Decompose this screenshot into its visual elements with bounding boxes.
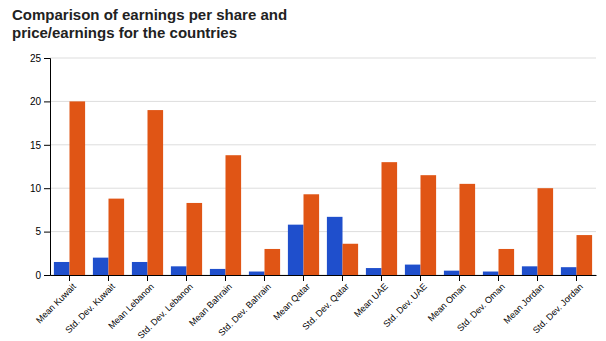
tick-mark — [342, 275, 343, 281]
tick: Mean Oman — [426, 275, 468, 324]
tick: 25 — [30, 53, 50, 64]
chart: Comparison of earnings per share andpric… — [0, 0, 606, 341]
tick-mark — [69, 275, 70, 281]
tick-mark — [44, 145, 50, 146]
bar — [109, 199, 125, 275]
tick-mark — [44, 188, 50, 189]
axis-domain — [51, 275, 597, 276]
tick-label: 25 — [30, 53, 42, 64]
bar — [210, 269, 226, 275]
tick: Mean Jordan — [502, 275, 546, 326]
tick-mark — [264, 275, 265, 281]
tick-label: 15 — [30, 140, 42, 151]
title: Comparison of earnings per share andpric… — [12, 6, 287, 41]
tick: 5 — [35, 226, 50, 237]
grid-line — [50, 58, 596, 59]
tick-mark — [44, 275, 50, 276]
tick: Std. Dev. Bahrain — [216, 275, 272, 338]
tick-mark — [186, 275, 187, 281]
tick: 15 — [30, 140, 50, 151]
tick-mark — [44, 232, 50, 233]
plot: 0 5 10 15 20 25 Mean KuwaitStd. Dev. KuwaitMea… — [30, 53, 597, 341]
tick: Mean Kuwait — [34, 275, 78, 325]
tick: 20 — [30, 96, 50, 107]
bar — [460, 184, 476, 275]
tick-mark — [576, 275, 577, 281]
bar — [70, 101, 86, 275]
grid-line — [50, 101, 596, 102]
tick-mark — [537, 275, 538, 281]
tick-mark — [420, 275, 421, 281]
tick-label: 0 — [35, 270, 41, 281]
tick: 10 — [30, 183, 50, 194]
grid-line — [50, 144, 596, 145]
bar — [132, 262, 148, 275]
bar — [538, 188, 554, 275]
bar — [499, 249, 515, 275]
bar — [405, 265, 421, 275]
tick-label: Std. Dev. Bahrain — [216, 281, 272, 337]
tick-label: Std. Dev. Qatar — [300, 281, 350, 331]
tick-mark — [303, 275, 304, 281]
tick-label: Std. Dev. Lebanon — [136, 281, 195, 340]
tick-mark — [381, 275, 382, 281]
tick-label: Mean Qatar — [271, 281, 312, 322]
bar — [561, 267, 577, 275]
bar — [93, 258, 109, 275]
bar — [249, 272, 265, 275]
bar-series — [70, 101, 593, 275]
bar — [382, 162, 398, 275]
bar — [577, 235, 593, 275]
bar — [483, 272, 499, 275]
bar — [54, 262, 70, 275]
bar — [226, 155, 242, 275]
grid-line — [50, 188, 596, 189]
bar — [288, 225, 304, 275]
bar — [421, 175, 437, 275]
bar — [187, 203, 203, 275]
tick: Std. Dev. Oman — [455, 275, 507, 333]
tick-label: Mean Oman — [426, 281, 468, 323]
x-axis: Mean KuwaitStd. Dev. KuwaitMean LebanonS… — [34, 275, 596, 341]
tick-mark — [108, 275, 109, 281]
tick-mark — [147, 275, 148, 281]
bar — [265, 249, 281, 275]
tick: Std. Dev. Lebanon — [136, 275, 195, 341]
tick: Mean Qatar — [271, 275, 312, 322]
tick: Std. Dev. Qatar — [300, 275, 350, 332]
tick: Mean UAE — [352, 275, 390, 319]
grid — [50, 58, 596, 275]
tick-label: Std. Dev. Oman — [455, 281, 507, 333]
tick-mark — [44, 58, 50, 59]
tick-label: Mean UAE — [352, 281, 390, 319]
tick: 0 — [35, 270, 50, 281]
bars — [54, 101, 592, 275]
bar — [366, 268, 382, 275]
bar — [304, 194, 320, 275]
tick-label: 5 — [35, 226, 41, 237]
bar — [171, 266, 187, 275]
bar — [327, 217, 343, 275]
y-axis: 0 5 10 15 20 25 — [30, 53, 51, 281]
axis-domain — [44, 59, 51, 276]
tick-mark — [225, 275, 226, 281]
tick-label: 10 — [30, 183, 42, 194]
tick-mark — [44, 101, 50, 102]
grid-line — [50, 231, 596, 232]
tick-label: Std. Dev. UAE — [381, 281, 429, 329]
bar — [343, 244, 359, 275]
tick: Std. Dev. UAE — [381, 275, 429, 329]
bar — [148, 110, 164, 275]
tick-mark — [459, 275, 460, 281]
bar — [522, 266, 538, 275]
tick-mark — [498, 275, 499, 281]
bar — [444, 271, 460, 275]
tick: Std. Dev. Jordan — [531, 275, 585, 335]
tick-label: 20 — [30, 96, 42, 107]
tick-label: Std. Dev. Jordan — [531, 281, 585, 335]
